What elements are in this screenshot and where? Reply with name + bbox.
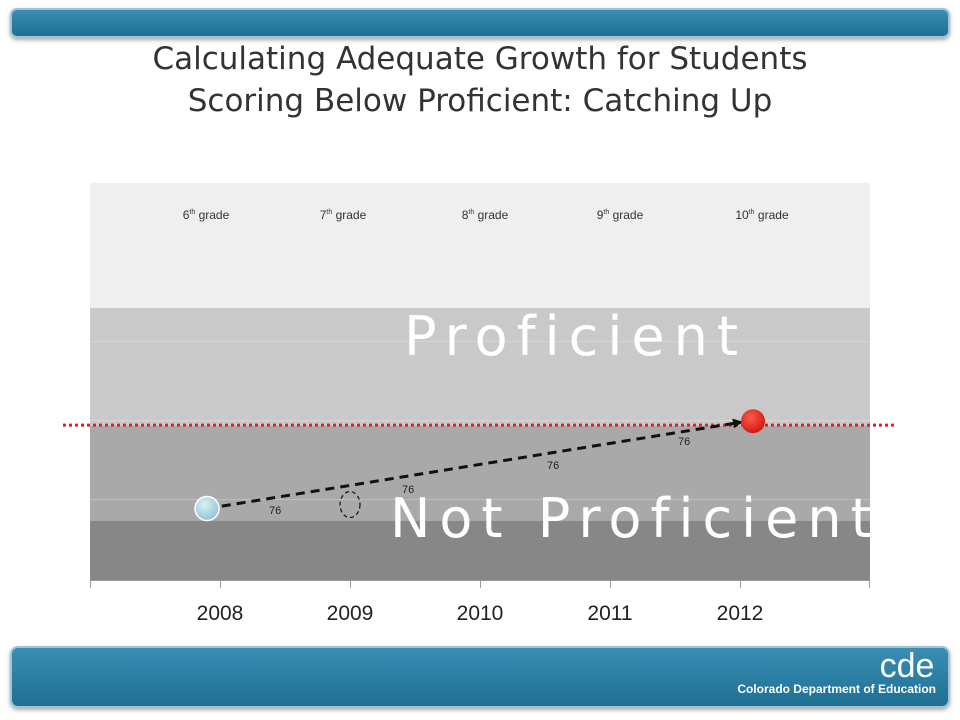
bottom-band — [90, 521, 870, 580]
x-label-2012: 2012 — [716, 602, 764, 625]
growth-label-3: 76 — [547, 460, 560, 472]
x-tick — [869, 580, 870, 588]
page-title: Calculating Adequate Growth for Students… — [0, 38, 960, 122]
grade-label-9: 9th grade — [596, 208, 644, 222]
growth-label-1: 76 — [269, 505, 282, 517]
x-label-2008: 2008 — [196, 602, 244, 625]
gridline — [90, 341, 870, 342]
growth-label-2: 76 — [402, 484, 415, 496]
x-label-2009: 2009 — [326, 602, 374, 625]
grade-label-10: 10th grade — [735, 208, 789, 222]
cde-logo-text: Colorado Department of Education — [737, 682, 936, 696]
x-label-2010: 2010 — [456, 602, 504, 625]
x-label-2011: 2011 — [587, 602, 633, 625]
bottom-banner — [10, 646, 950, 708]
grade-label-8: 8th grade — [461, 208, 509, 222]
growth-path-arrow — [206, 418, 743, 511]
projected-2009-point — [339, 490, 361, 519]
chart-area: 6th grade 7th grade 8th grade 9th grade … — [90, 183, 872, 580]
target-point-2012 — [741, 409, 765, 434]
cde-logo-mark: cde — [880, 648, 935, 682]
proficient-label: Proficient — [404, 305, 747, 368]
grade-label-6: 6th grade — [182, 208, 230, 222]
gridline — [90, 262, 870, 263]
not-proficient-band — [90, 426, 870, 521]
title-line-2: Scoring Below Proficient: Catching Up — [187, 83, 773, 119]
not-proficient-label: Not Proficient — [390, 487, 881, 550]
x-tick — [740, 580, 741, 588]
x-tick — [350, 580, 351, 588]
growth-label-4: 76 — [678, 436, 691, 448]
gridline — [90, 499, 870, 500]
cde-logo: cde — [880, 648, 935, 682]
x-tick — [220, 580, 221, 588]
top-banner — [10, 8, 950, 38]
start-point-2008 — [194, 495, 220, 522]
x-tick — [480, 580, 481, 588]
proficient-band — [90, 308, 870, 426]
grade-label-7: 7th grade — [319, 208, 367, 222]
x-tick — [90, 580, 91, 588]
title-line-1: Calculating Adequate Growth for Students — [152, 41, 808, 77]
gridline — [90, 420, 870, 421]
x-tick — [610, 580, 611, 588]
top-band — [90, 183, 870, 308]
